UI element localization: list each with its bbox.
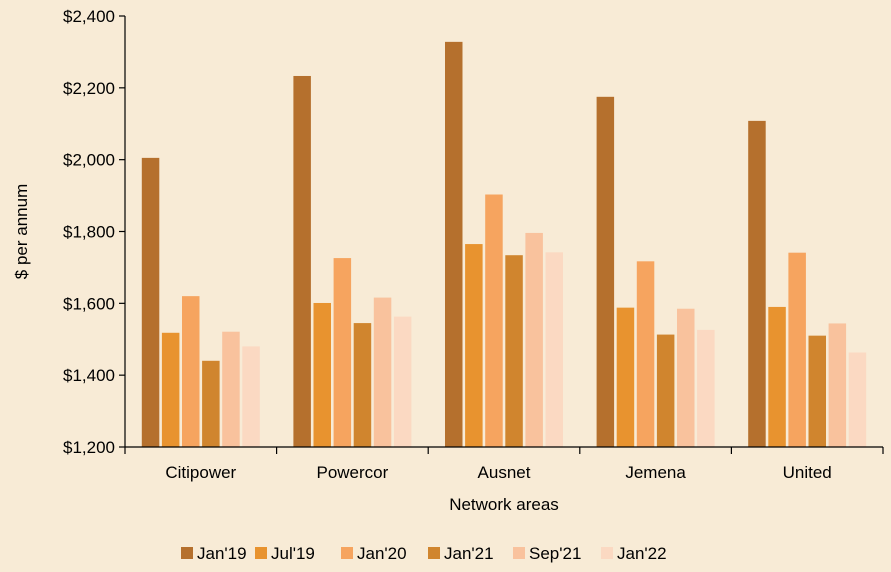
y-ticks-group: $1,200 $1,400 $1,600 $1,800 $2,000 $2,200 $2,4… [63,7,125,457]
x-tick-label: Ausnet [478,463,531,482]
legend-swatch [181,547,193,559]
legend-item: Jan'19 [181,544,247,563]
bar [394,317,412,447]
x-tick-label: Jemena [625,463,686,482]
legend-swatch [513,547,525,559]
bar [546,252,564,447]
bar [617,308,635,447]
legend-label: Sep'21 [529,544,581,563]
bar [445,42,463,447]
bar [354,323,372,447]
bar [222,332,240,447]
legend-label: Jan'21 [444,544,494,563]
x-tick-label: Powercor [316,463,388,482]
bar [597,97,615,447]
bar [768,307,786,447]
bar [829,323,847,447]
bar [748,121,766,447]
bar [525,233,543,447]
legend-label: Jan'22 [617,544,667,563]
y-tick-label: $2,400 [63,7,115,26]
y-tick-label: $1,400 [63,366,115,385]
bar [242,346,259,447]
x-tick-label: United [783,463,832,482]
x-axis-title: Network areas [449,495,559,514]
bar [293,76,311,447]
bar [142,158,160,447]
y-axis-title: $ per annum [12,184,31,279]
legend-swatch [428,547,440,559]
y-tick-label: $2,200 [63,79,115,98]
x-ticks-group: Citipower Powercor Ausnet Jemena United [125,447,883,482]
y-tick-label: $1,600 [63,294,115,313]
y-tick-label: $2,000 [63,151,115,170]
bar [809,336,827,447]
bar [788,253,806,447]
legend-item: Jan'21 [428,544,494,563]
bar [334,258,352,447]
bar [465,244,483,447]
bar [314,303,332,447]
x-tick-label: Citipower [165,463,236,482]
legend-swatch [601,547,613,559]
bar [849,353,867,447]
legend-swatch [255,547,267,559]
legend-swatch [341,547,353,559]
bar [505,255,523,447]
bar [677,309,695,447]
bar [697,330,715,447]
legend-label: Jul'19 [271,544,315,563]
y-tick-label: $1,200 [63,438,115,457]
bar [485,195,503,447]
y-tick-label: $1,800 [63,223,115,242]
legend-item: Jan'20 [341,544,407,563]
legend-label: Jan'20 [357,544,407,563]
bar [202,361,220,447]
bar [182,296,200,447]
bar [657,335,675,447]
legend: Jan'19 Jul'19 Jan'20 Jan'21 Sep'21 Jan'22 [181,544,667,563]
legend-item: Jul'19 [255,544,315,563]
legend-label: Jan'19 [197,544,247,563]
bars-group [142,42,866,447]
bar [162,333,180,447]
legend-item: Sep'21 [513,544,581,563]
bar [637,261,655,447]
bar [374,298,392,447]
legend-item: Jan'22 [601,544,667,563]
